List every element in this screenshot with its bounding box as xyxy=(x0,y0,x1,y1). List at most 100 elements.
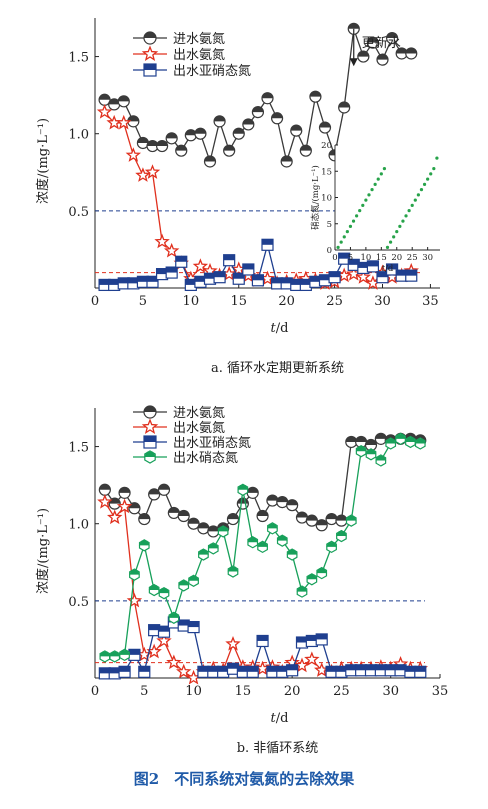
panel-a-x-tick-label: 0 xyxy=(91,294,99,309)
panel-b-legend-marker-1 xyxy=(141,418,159,435)
panel-a-series-2-point xyxy=(366,260,380,273)
panel-b-legend-marker-3-fill xyxy=(144,451,156,457)
panel-a-series-0-point xyxy=(213,115,226,128)
panel-a-series-2-point-fill xyxy=(348,259,360,265)
panel-a-series-0-point-fill xyxy=(386,32,398,39)
panel-a-series-0-point-fill xyxy=(137,137,149,143)
panel-a-series-2-point xyxy=(261,238,274,251)
panel-a-annotation-arrowhead xyxy=(349,58,358,67)
panel-b-series-3-point-fill xyxy=(109,651,121,657)
panel-b-series-3-point-fill xyxy=(404,437,416,442)
inset-point xyxy=(422,182,427,186)
panel-a-series-1-point xyxy=(135,167,151,182)
panel-b-series-0-point-fill xyxy=(296,512,308,518)
panel-b-series-1-point-outline xyxy=(116,498,133,514)
panel-a-series-2-point-fill xyxy=(214,271,226,278)
panel-a-series-0-point xyxy=(405,47,418,60)
panel-a-series-0-point-fill xyxy=(262,92,273,99)
inset-point xyxy=(435,156,439,160)
panel-a-legend-label-2: 出水亚硝态氮 xyxy=(173,64,251,79)
panel-b-series-2-point-fill xyxy=(316,633,328,640)
panel-a-series-0-point-fill xyxy=(156,140,168,147)
panel-b-series-3-point xyxy=(119,648,131,662)
panel-b-series-1-point-outline xyxy=(166,654,182,670)
panel-a-legend-marker-0 xyxy=(143,31,157,45)
panel-a-series-0-point xyxy=(155,139,169,153)
panel-a-series-2-point-fill xyxy=(338,253,350,259)
panel-a-series-2-point-fill xyxy=(396,270,408,276)
inset-point xyxy=(426,177,430,181)
panel-a-series-2-point-fill xyxy=(194,276,206,282)
panel-a-series-0-point-fill xyxy=(118,95,130,102)
inset-y-tick-label: 0 xyxy=(327,246,332,256)
panel-a-series-0-point xyxy=(117,95,130,108)
panel-a-series-0-point xyxy=(385,31,399,45)
panel-b-series-1-point xyxy=(107,509,123,525)
panel-a-series-1-point xyxy=(116,114,132,130)
panel-b-series-0-point xyxy=(266,494,279,507)
panel-b-series-2-point-fill xyxy=(385,664,397,671)
panel-b-series-3-point-fill xyxy=(355,446,367,452)
inset-point xyxy=(404,214,408,218)
inset-point xyxy=(364,198,368,202)
panel-a-series-2-point xyxy=(385,263,399,276)
inset-x-tick-label: 5 xyxy=(348,253,353,263)
inset-point xyxy=(410,203,414,207)
inset-point xyxy=(382,167,387,171)
panel-b-series-1-point-outline xyxy=(126,592,143,608)
panel-b-series-3-point-fill xyxy=(178,580,190,586)
panel-b-series-3-point xyxy=(375,454,387,467)
panel-b-series-0-point-fill xyxy=(109,498,121,504)
panel-b-series-1-point xyxy=(126,592,143,608)
panel-b-series-1-point-outline xyxy=(294,657,310,673)
panel-a-series-0-point-fill xyxy=(281,155,293,162)
panel-b-series-0-point-fill xyxy=(178,510,190,516)
panel-a-series-2-point xyxy=(328,271,341,284)
panel-a-series-0-point xyxy=(175,144,188,157)
panel-b-series-0-point xyxy=(128,502,141,515)
inset-point xyxy=(416,193,420,197)
panel-b-series-0-point-fill xyxy=(365,439,377,446)
panel-b-legend-label-0: 进水氨氮 xyxy=(173,406,225,421)
panel-b-x-tick-label: 5 xyxy=(140,684,148,699)
inset-x-axis-label: t/d xyxy=(382,264,394,274)
panel-b-series-3-point-fill xyxy=(138,540,150,546)
panel-b-y-axis-label: 浓度/(mg·L⁻¹) xyxy=(35,508,51,594)
panel-b-legend-marker-1-outline xyxy=(141,418,159,435)
panel-a-series-0-point xyxy=(366,36,380,49)
panel-b-series-0-point-fill xyxy=(119,487,131,493)
panel-a-series-2-point-fill xyxy=(204,273,216,279)
panel-b-series-2-point-fill xyxy=(286,664,298,671)
panel-b-series-3-point xyxy=(257,540,269,554)
panel-b-series-3-point xyxy=(227,565,239,578)
panel-b-series-3-point-fill xyxy=(266,523,278,529)
panel-b-series-0-point-fill xyxy=(128,502,140,509)
panel-a-x-tick-label: 35 xyxy=(422,294,439,309)
inset-y-tick-label: 5 xyxy=(327,220,332,230)
panel-b-x-tick-label: 10 xyxy=(185,684,202,699)
inset-x-tick-label: 30 xyxy=(422,253,433,263)
panel-a-series-0-point xyxy=(261,92,274,105)
panel-b-series-2-point-fill xyxy=(148,624,160,631)
panel-b-series-2-point-fill xyxy=(188,621,200,628)
panel-b-series-0-point xyxy=(148,488,161,501)
panel-a-series-0-point xyxy=(357,50,370,63)
panel-b-x-tick-label: 35 xyxy=(432,684,449,699)
panel-b-series-0-point-fill xyxy=(355,436,367,442)
panel-a-series-1-point xyxy=(96,104,113,119)
panel-b-series-3-point xyxy=(414,437,426,450)
panel-b-series-1-point-outline xyxy=(107,509,123,525)
panel-a-series-0-point-fill xyxy=(377,54,388,60)
panel-a-y-axis-label: 浓度/(mg·L⁻¹) xyxy=(35,118,51,204)
panel-b-series-1-point xyxy=(166,654,182,670)
panel-b-series-2-point xyxy=(256,634,269,648)
panel-b-series-2-point xyxy=(286,664,299,677)
panel-b-series-3-point-fill xyxy=(99,651,111,657)
panel-a-series-0-point xyxy=(223,144,236,157)
panel-a-legend-label-0: 进水氨氮 xyxy=(173,32,225,47)
panel-b-series-1-point-outline xyxy=(176,663,192,679)
panel-a-series-2-point-fill xyxy=(319,274,331,281)
panel-a-series-0-point xyxy=(203,155,217,168)
panel-b-chart: 0 5 10 15 20 25 30 35 0.5 1.0 1.5 浓度/(mg·L⁻¹) t/d 进水氨… xyxy=(35,405,449,756)
panel-a-legend-marker-1 xyxy=(141,45,159,62)
